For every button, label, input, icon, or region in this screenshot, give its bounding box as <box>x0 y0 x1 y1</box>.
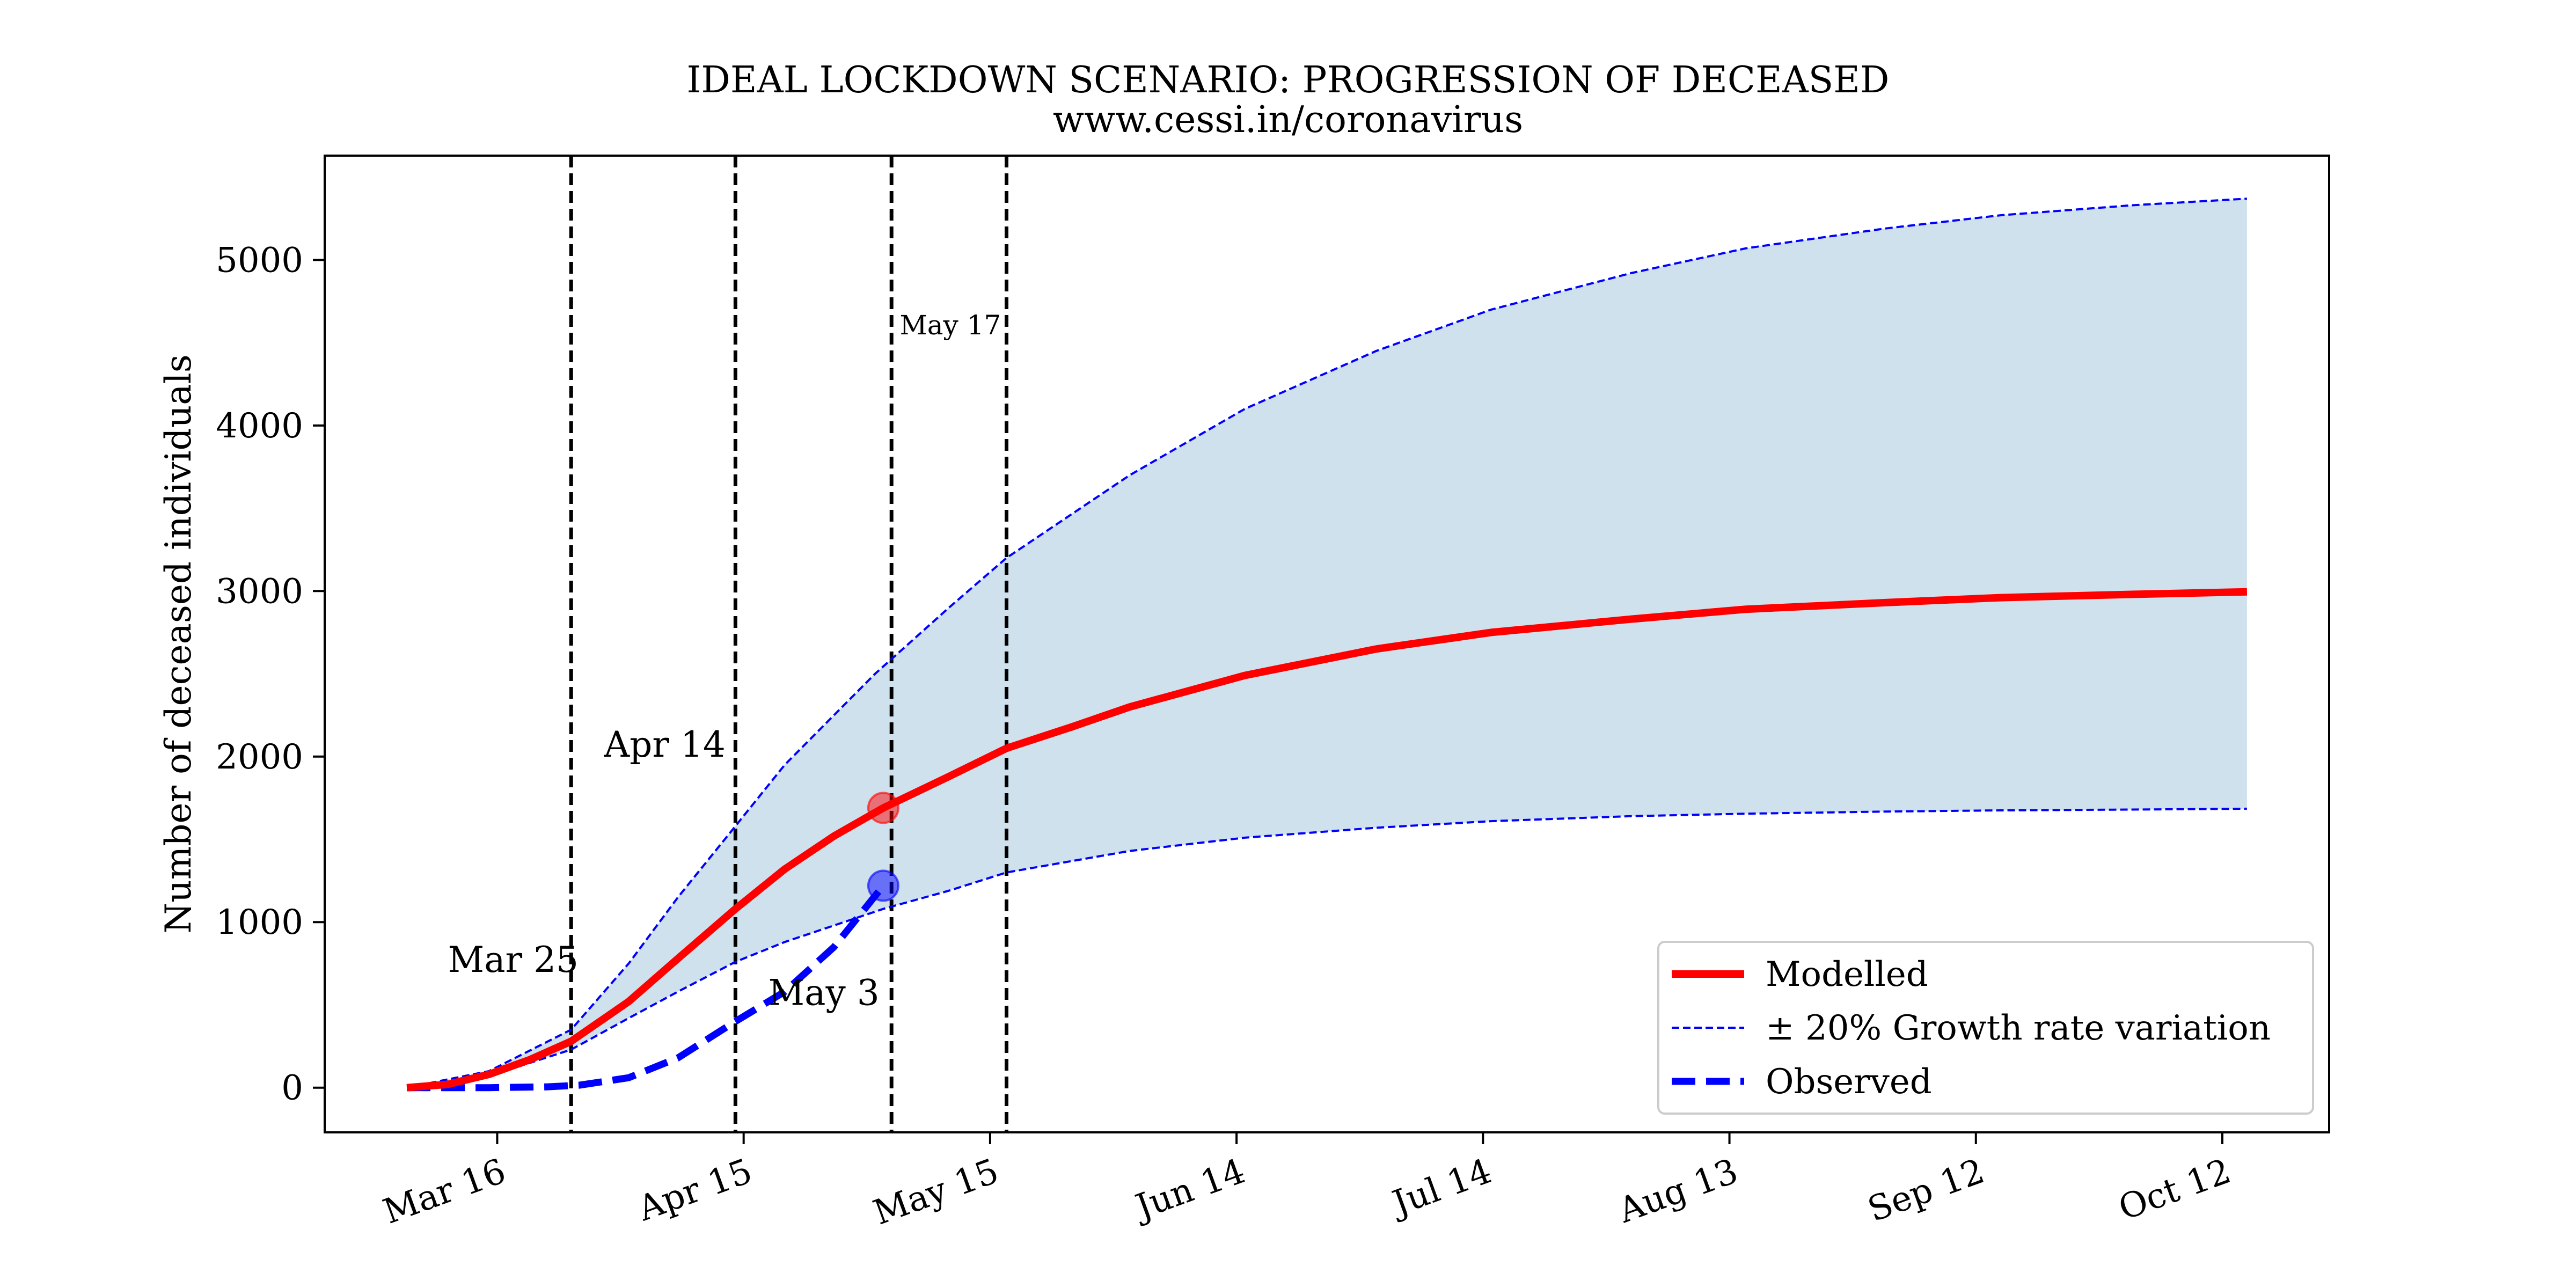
data-marker-1 <box>867 792 899 824</box>
legend: Modelled ± 20% Growth rate variation Obser… <box>1657 941 2314 1115</box>
legend-label-modelled: Modelled <box>1766 955 1928 994</box>
y-tick-label: 1000 <box>216 903 303 942</box>
modelled-line <box>406 588 2248 1092</box>
annotation-may-17: May 17 <box>900 310 1001 341</box>
y-tick-label: 2000 <box>216 737 303 777</box>
y-axis-label: Number of deceased individuals <box>158 354 199 933</box>
chart-title: IDEAL LOCKDOWN SCENARIO: PROGRESSION OF … <box>687 59 1890 101</box>
legend-box <box>1657 941 2314 1115</box>
y-tick-label: 3000 <box>216 572 303 611</box>
legend-label-observed: Observed <box>1766 1062 1932 1102</box>
annotation-apr-14: Apr 14 <box>603 724 725 765</box>
plot-area: Mar 25 Apr 14 May 3 May 17 0 1000 2000 3000 4000… <box>216 155 2330 1233</box>
variation-lower-line <box>406 807 2247 1089</box>
variation-upper-line <box>406 197 2248 1089</box>
annotation-may-3: May 3 <box>769 972 880 1013</box>
plot-frame <box>324 155 2330 1133</box>
data-marker-2 <box>867 869 899 902</box>
y-tick-label: 5000 <box>216 240 303 280</box>
y-tick-label: 0 <box>281 1069 303 1108</box>
legend-label-variation: ± 20% Growth rate variation <box>1766 1008 2271 1048</box>
annotation-mar-25: Mar 25 <box>448 939 579 980</box>
y-tick-label: 4000 <box>216 406 303 446</box>
chart-subtitle: www.cessi.in/coronavirus <box>1053 99 1523 141</box>
observed-line <box>407 883 886 1092</box>
variation-band <box>407 199 2247 1088</box>
